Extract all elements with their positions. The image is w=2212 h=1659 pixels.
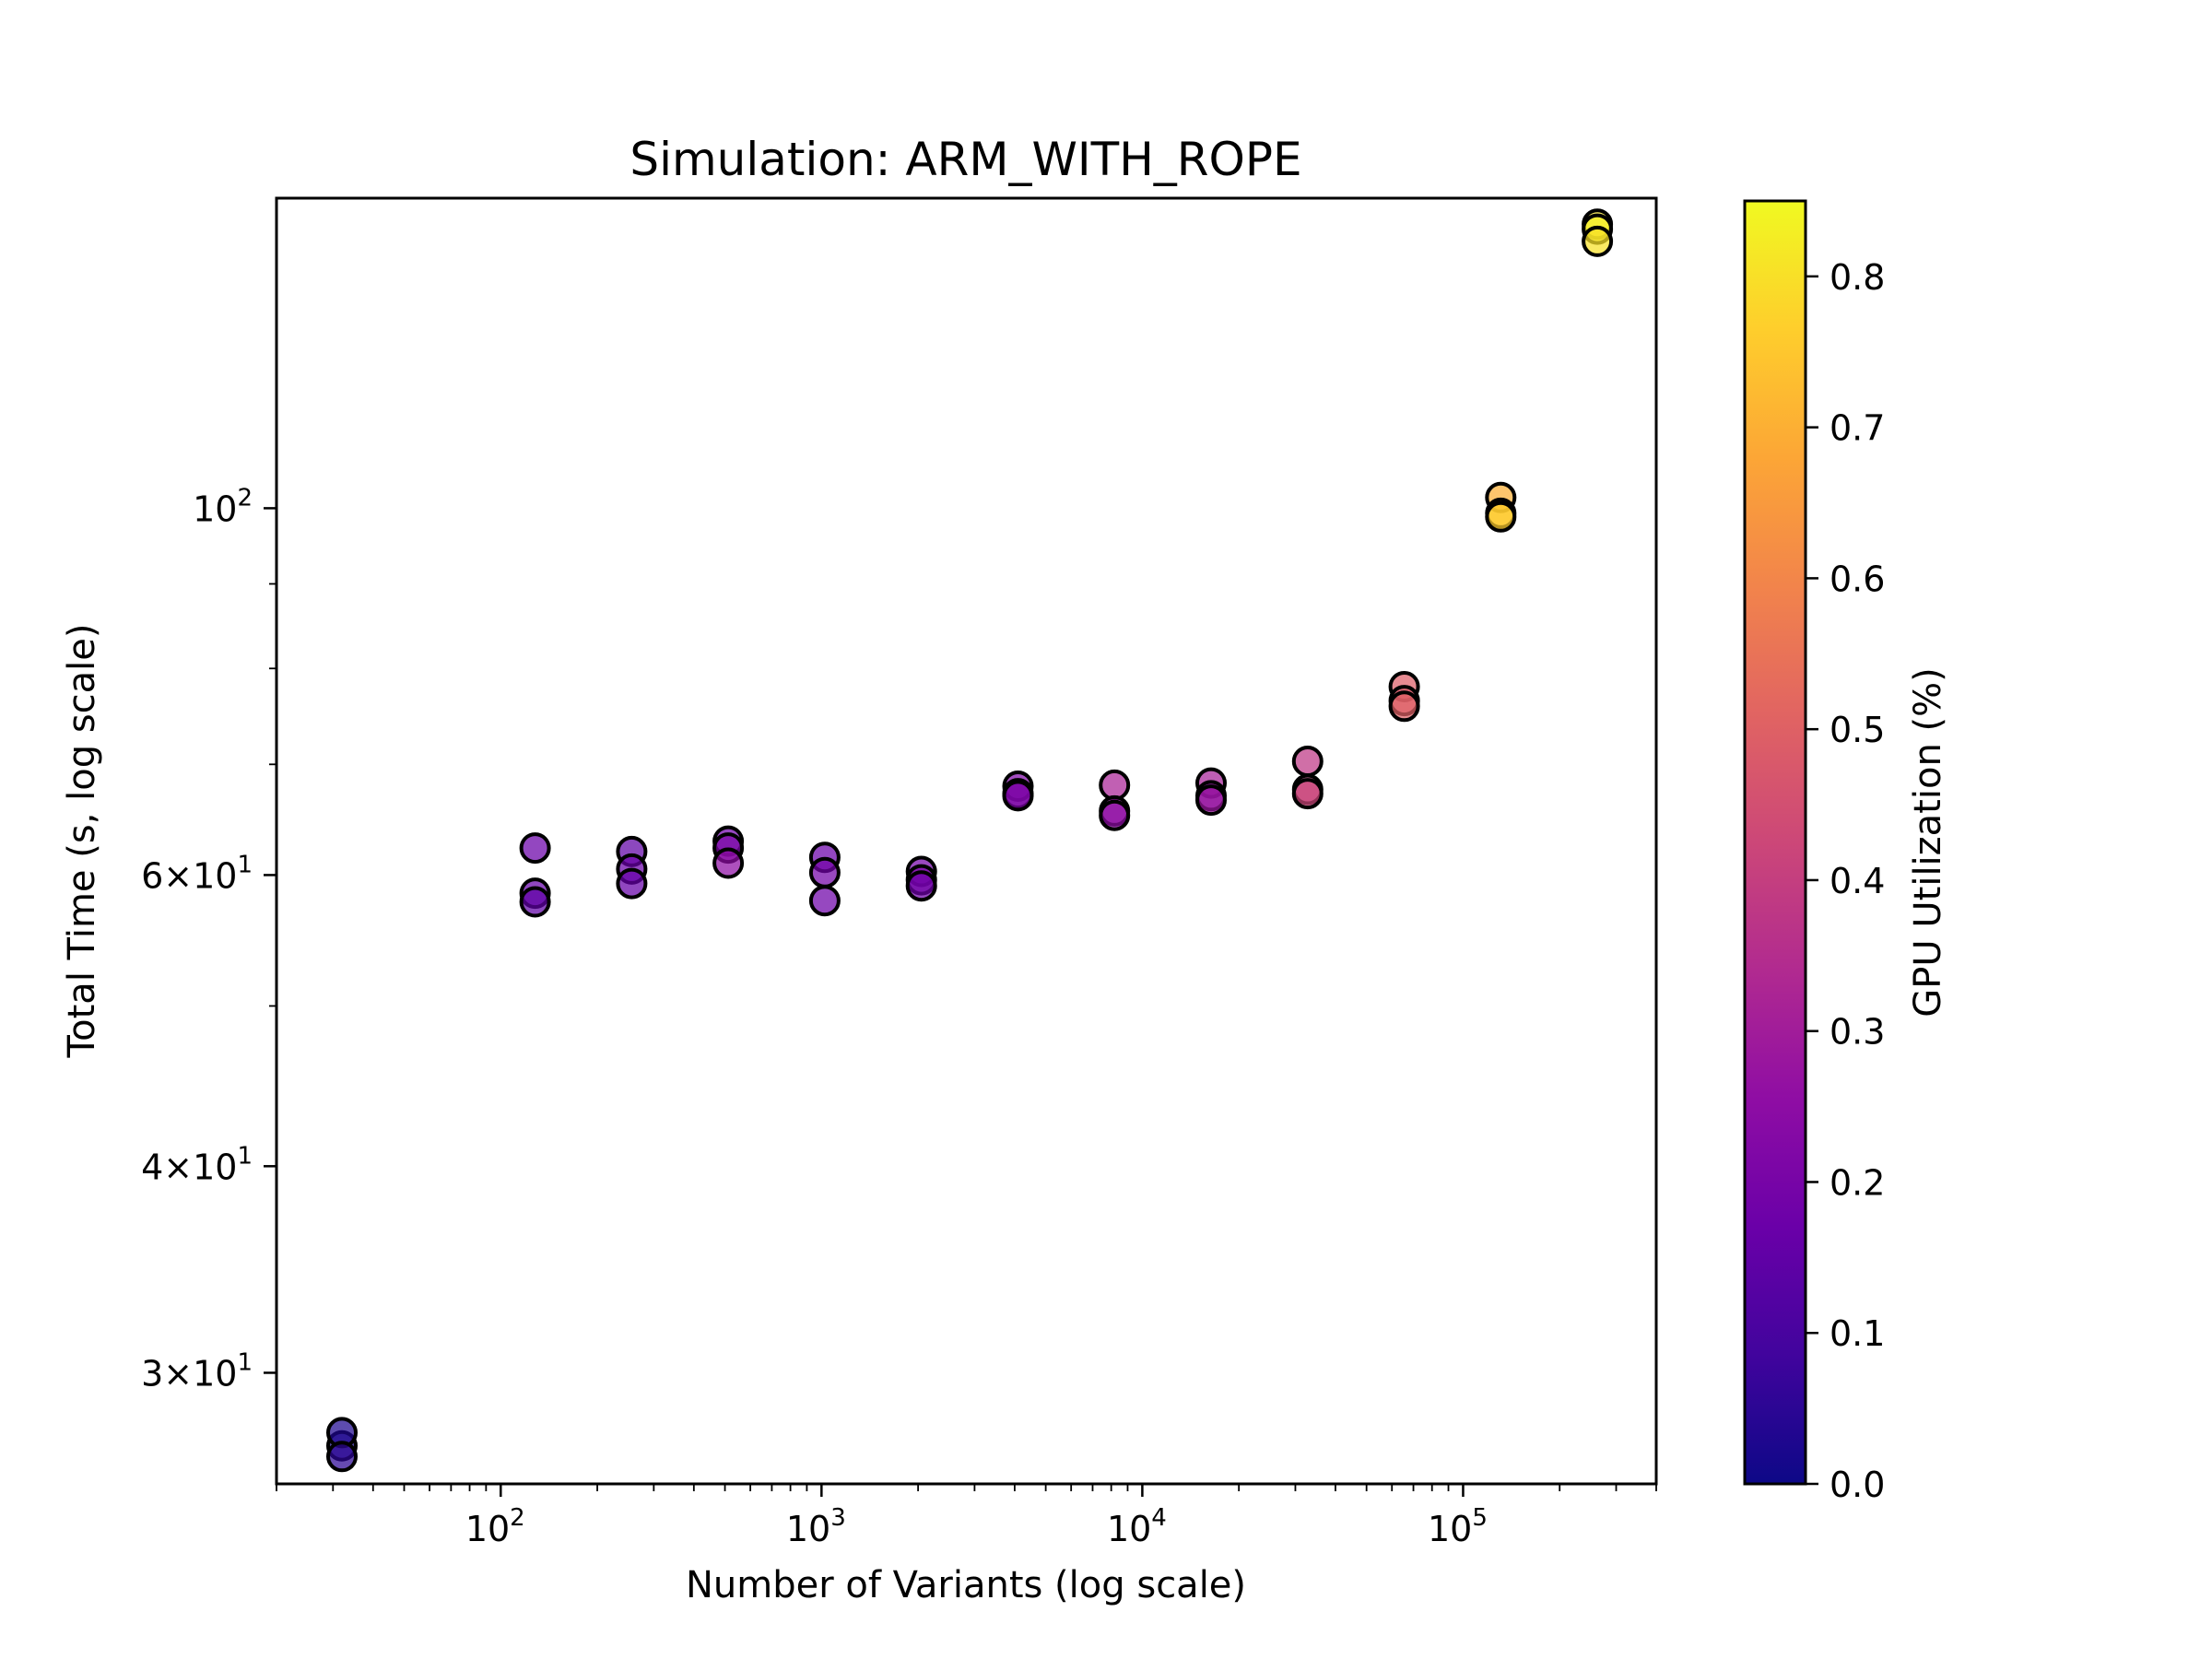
scatter-point-3	[519, 832, 551, 865]
scatter-point-38	[1582, 225, 1614, 257]
colorbar-tick-label-0: 0.0	[1830, 1465, 1885, 1505]
colorbar-tick-label-6: 0.6	[1830, 559, 1885, 599]
colorbar-label: GPU Utilization (%)	[1907, 667, 1949, 1017]
scatter-point-29	[1291, 778, 1324, 810]
colorbar-gradient	[1745, 201, 1806, 1484]
colorbar: 0.0 0.1 0.2 0.3 0.4 0.5 0.6 0.7 0.8 GPU Utilizat…	[1743, 199, 1949, 1505]
x-axis: 102 103 104 105	[276, 1484, 1657, 1549]
scatter-point-32	[1388, 690, 1420, 723]
scatter-point-35	[1485, 500, 1517, 533]
y-tick-label-3: 102	[193, 484, 253, 529]
colorbar-tick-label-1: 0.1	[1830, 1313, 1885, 1354]
x-tick-label-2: 104	[1107, 1504, 1167, 1549]
y-axis-label: Total Time (s, log scale)	[61, 624, 103, 1059]
scatter-point-27	[1291, 746, 1324, 777]
scatter-point-14	[808, 885, 841, 917]
colorbar-tick-label-8: 0.8	[1830, 257, 1885, 298]
x-axis-label: Number of Variants (log scale)	[686, 1564, 1246, 1606]
chart-title: Simulation: ARM_WITH_ROPE	[629, 133, 1301, 186]
colorbar-tick-label-3: 0.3	[1830, 1012, 1885, 1053]
y-tick-label-1: 4×101	[141, 1142, 253, 1187]
y-tick-label-2: 6×101	[141, 851, 253, 896]
scatter-point-20	[1002, 780, 1034, 812]
x-tick-label-0: 102	[465, 1504, 525, 1549]
colorbar-frame	[1743, 199, 1807, 1486]
colorbar-ticks: 0.0 0.1 0.2 0.3 0.4 0.5 0.6 0.7 0.8	[1806, 257, 1885, 1505]
scatter-point-2	[326, 1441, 358, 1473]
scatter-point-17	[905, 870, 937, 902]
colorbar-tick-label-4: 0.4	[1830, 861, 1885, 901]
y-tick-label-0: 3×101	[141, 1348, 253, 1394]
scatter-point-11	[712, 847, 745, 879]
x-tick-label-3: 105	[1428, 1504, 1488, 1549]
colorbar-tick-label-2: 0.2	[1830, 1162, 1885, 1203]
colorbar-tick-label-7: 0.7	[1830, 408, 1885, 449]
plot-points	[326, 208, 1614, 1473]
y-axis: 3×101 4×101 6×101 102	[141, 484, 276, 1394]
scatter-point-23	[1099, 799, 1131, 831]
x-tick-label-1: 103	[786, 1504, 846, 1549]
scatter-point-21	[1099, 769, 1131, 801]
scatter-point-13	[808, 856, 841, 888]
scatter-point-26	[1195, 784, 1227, 817]
colorbar-tick-label-5: 0.5	[1830, 710, 1885, 750]
plot-frame	[275, 196, 1658, 1486]
scatter-point-5	[519, 886, 551, 918]
scatter-point-8	[616, 867, 648, 900]
